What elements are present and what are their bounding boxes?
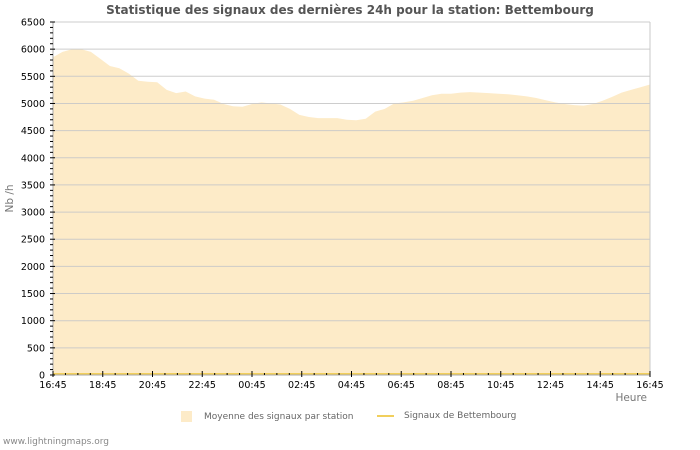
y-tick-label: 6500	[21, 18, 45, 29]
legend-item-station: Signaux de Bettembourg	[377, 411, 516, 421]
line-swatch-icon	[377, 415, 394, 417]
y-tick-label: 500	[27, 343, 45, 354]
x-tick-label: 10:45	[487, 380, 514, 391]
y-tick-label: 1000	[21, 316, 45, 327]
y-tick-label: 4000	[21, 153, 45, 164]
y-tick-label: 2000	[21, 262, 45, 273]
x-tick-label: 22:45	[189, 380, 216, 391]
x-tick-label: 16:45	[636, 380, 663, 391]
x-tick-label: 18:45	[89, 380, 116, 391]
x-tick-label: 02:45	[288, 380, 315, 391]
x-tick-label: 14:45	[587, 380, 614, 391]
y-tick-label: 2500	[21, 235, 45, 246]
legend-label-average: Moyenne des signaux par station	[204, 411, 354, 422]
x-tick-label: 20:45	[139, 380, 166, 391]
y-tick-label: 5500	[21, 72, 45, 83]
x-tick-label: 04:45	[338, 380, 365, 391]
x-tick-label: 12:45	[537, 380, 564, 391]
y-tick-label: 3500	[21, 180, 45, 191]
chart-title: Statistique des signaux des dernières 24…	[106, 3, 594, 17]
y-tick-label: 1500	[21, 289, 45, 300]
legend-label-station: Signaux de Bettembourg	[404, 411, 517, 421]
footer-credit: www.lightningmaps.org	[3, 437, 109, 447]
y-tick-label: 3000	[21, 208, 45, 219]
x-tick-label: 08:45	[437, 380, 464, 391]
y-axis-label: Nb /h	[4, 184, 16, 212]
legend-item-average: Moyenne des signaux par station	[181, 411, 354, 422]
x-tick-label: 00:45	[238, 380, 265, 391]
area-swatch-icon	[181, 411, 192, 422]
y-tick-label: 6000	[21, 45, 45, 56]
x-tick-label: 16:45	[39, 380, 66, 391]
x-tick-label: 06:45	[388, 380, 415, 391]
x-axis-label: Heure	[615, 392, 647, 404]
y-tick-label: 0	[39, 371, 45, 382]
y-tick-label: 5000	[21, 99, 45, 110]
y-tick-label: 4500	[21, 126, 45, 137]
